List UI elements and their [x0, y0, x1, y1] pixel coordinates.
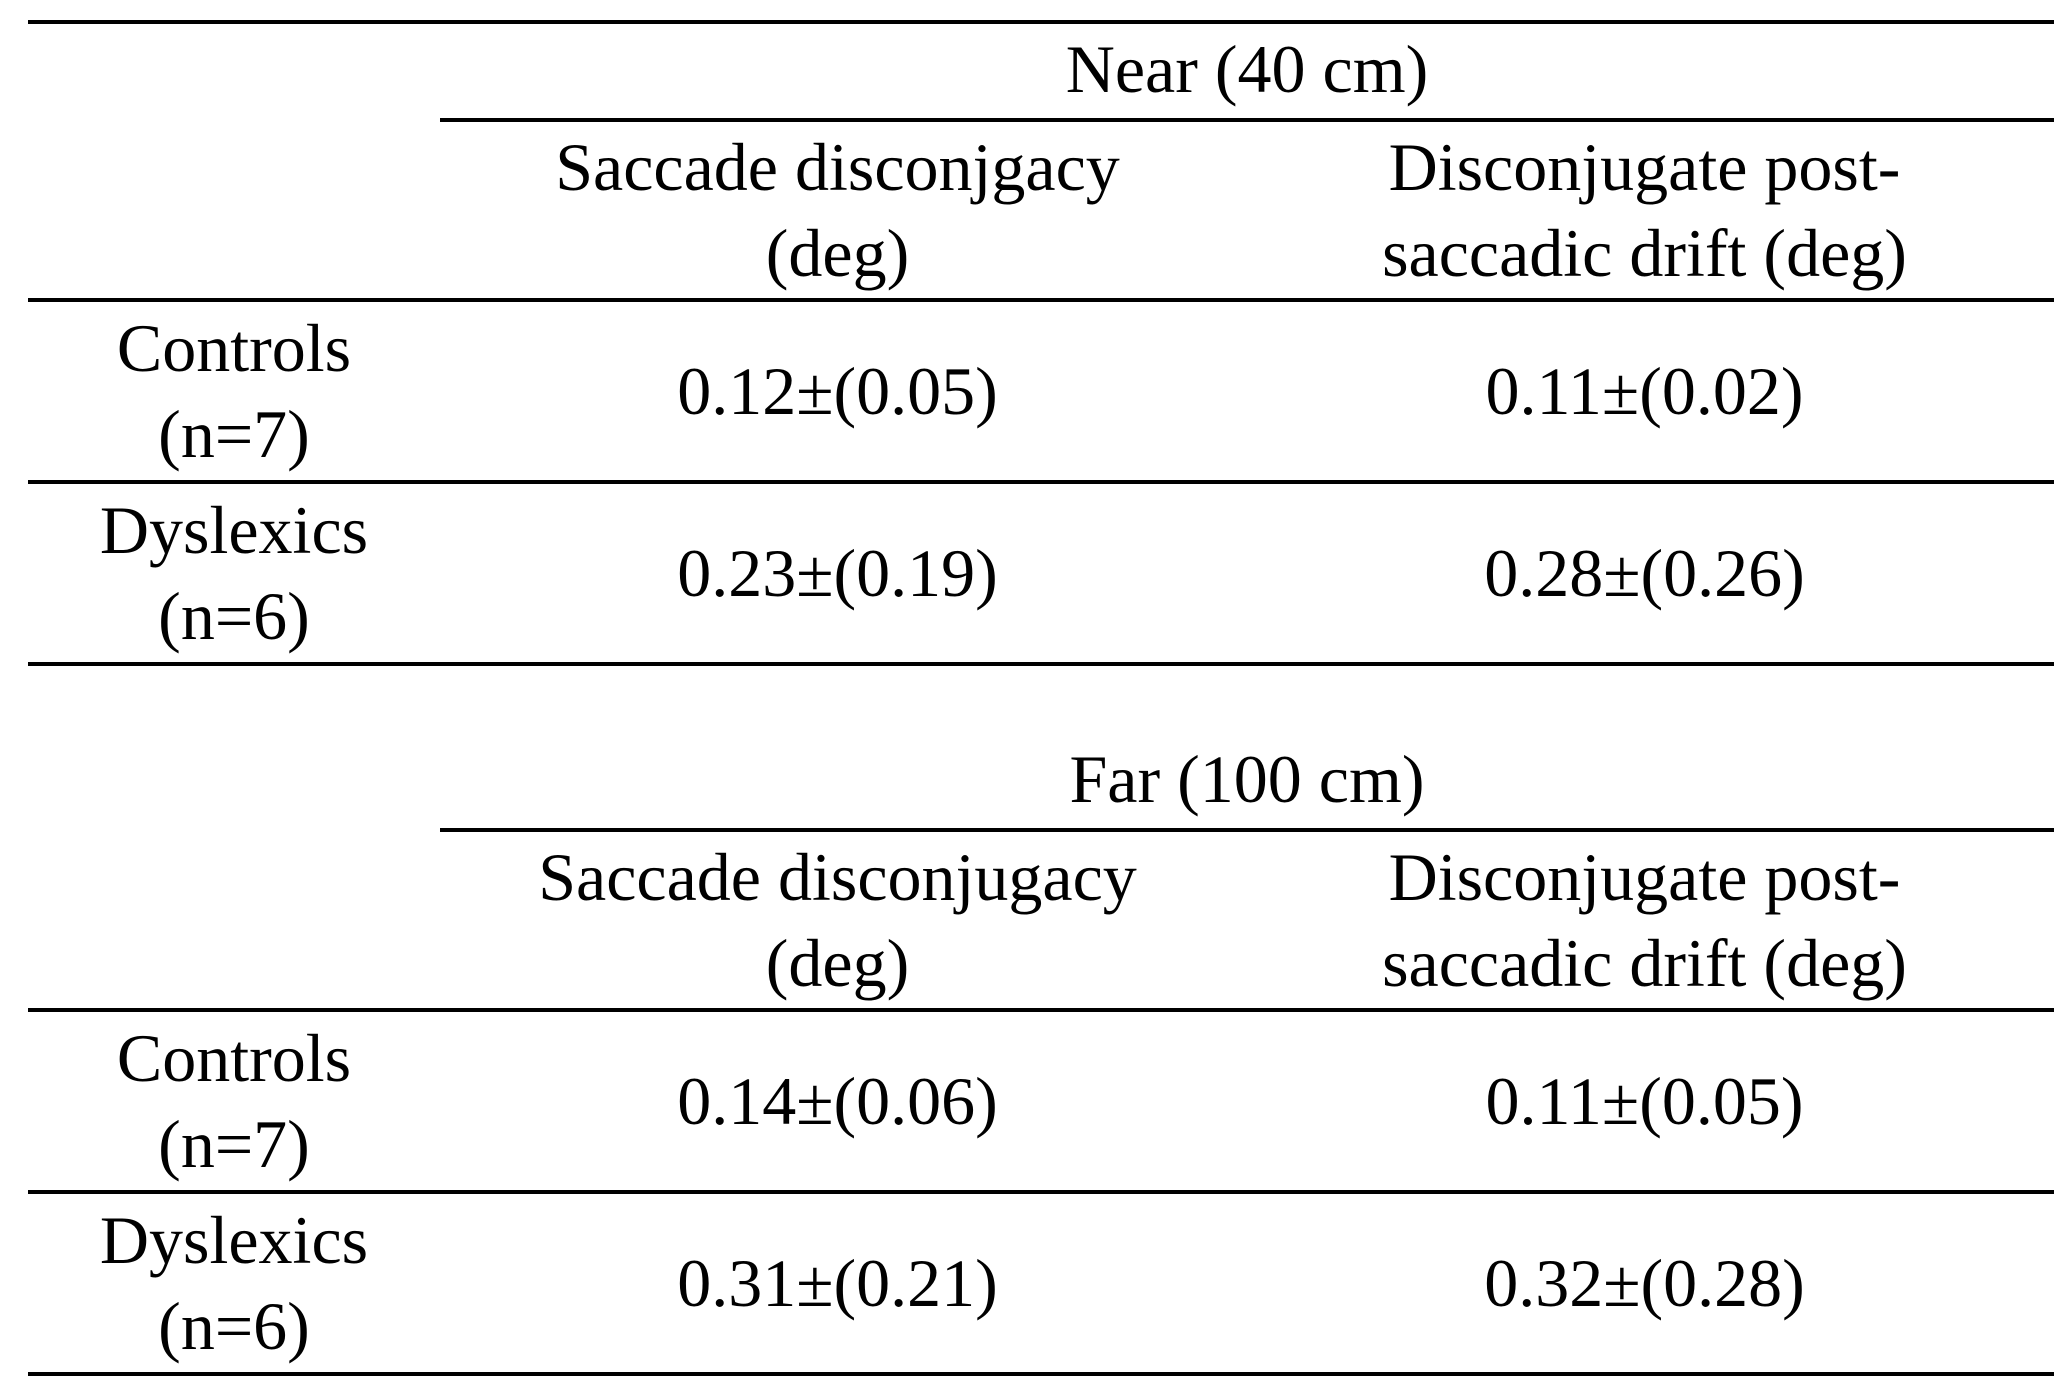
- header-line: (deg): [765, 215, 910, 291]
- column-header-row: Saccade disconjgacy (deg) Disconjugate p…: [28, 122, 2054, 298]
- group-rule: [440, 118, 2054, 122]
- row-label-line: Dyslexics: [99, 492, 369, 568]
- table-cell: 0.31±(0.21): [677, 1245, 998, 1321]
- column-header-saccade-disconjugacy: Saccade disconjugacy (deg): [440, 834, 1235, 1006]
- group-header-row: Near (40 cm): [28, 24, 2054, 118]
- row-label-line: Controls: [116, 310, 352, 386]
- far-table: Far (100 cm) Saccade disconjugacy (deg) …: [28, 730, 2054, 1376]
- header-line: Disconjugate post-: [1388, 129, 1901, 205]
- table-cell: 0.14±(0.06): [677, 1063, 998, 1139]
- row-rule: [28, 1190, 2054, 1194]
- table-cell: 0.11±(0.05): [1485, 1063, 1804, 1139]
- table-row: Dyslexics (n=6) 0.31±(0.21) 0.32±(0.28): [28, 1194, 2054, 1372]
- row-label: Dyslexics (n=6): [28, 487, 440, 659]
- column-header-row: Saccade disconjugacy (deg) Disconjugate …: [28, 832, 2054, 1008]
- row-label: Controls (n=7): [28, 305, 440, 477]
- row-label: Dyslexics (n=6): [28, 1197, 440, 1369]
- row-label-line: (n=7): [158, 1106, 310, 1182]
- table-cell: 0.12±(0.05): [677, 353, 998, 429]
- header-line: Disconjugate post-: [1388, 839, 1901, 915]
- row-label-line: (n=6): [158, 578, 310, 654]
- column-header-saccade-disconjugacy: Saccade disconjgacy (deg): [440, 124, 1235, 296]
- near-table: Near (40 cm) Saccade disconjgacy (deg) D…: [28, 20, 2054, 666]
- table-cell: 0.11±(0.02): [1485, 353, 1804, 429]
- table-row: Dyslexics (n=6) 0.23±(0.19) 0.28±(0.26): [28, 484, 2054, 662]
- header-line: saccadic drift (deg): [1382, 215, 1907, 291]
- header-line: Saccade disconjugacy: [538, 839, 1137, 915]
- row-rule: [28, 480, 2054, 484]
- row-label: Controls (n=7): [28, 1015, 440, 1187]
- row-label-line: (n=6): [158, 1288, 310, 1364]
- table-cell: 0.32±(0.28): [1484, 1245, 1805, 1321]
- table-row: Controls (n=7) 0.14±(0.06) 0.11±(0.05): [28, 1012, 2054, 1190]
- row-label-line: (n=7): [158, 396, 310, 472]
- group-title: Near (40 cm): [1065, 31, 1429, 107]
- table-row: Controls (n=7) 0.12±(0.05) 0.11±(0.02): [28, 302, 2054, 480]
- top-rule: [28, 20, 2054, 24]
- column-header-post-saccadic-drift: Disconjugate post- saccadic drift (deg): [1235, 124, 2054, 296]
- bottom-rule: [28, 662, 2054, 666]
- group-rule: [440, 828, 2054, 832]
- row-label-line: Controls: [116, 1020, 352, 1096]
- header-rule: [28, 1008, 2054, 1012]
- header-rule: [28, 298, 2054, 302]
- row-label-line: Dyslexics: [99, 1202, 369, 1278]
- table-cell: 0.23±(0.19): [677, 535, 998, 611]
- header-line: Saccade disconjgacy: [555, 129, 1120, 205]
- bottom-rule: [28, 1372, 2054, 1376]
- table-cell: 0.28±(0.26): [1484, 535, 1805, 611]
- header-line: saccadic drift (deg): [1382, 925, 1907, 1001]
- column-header-post-saccadic-drift: Disconjugate post- saccadic drift (deg): [1235, 834, 2054, 1006]
- group-title: Far (100 cm): [1069, 741, 1425, 817]
- group-header-row: Far (100 cm): [28, 734, 2054, 828]
- header-line: (deg): [765, 925, 910, 1001]
